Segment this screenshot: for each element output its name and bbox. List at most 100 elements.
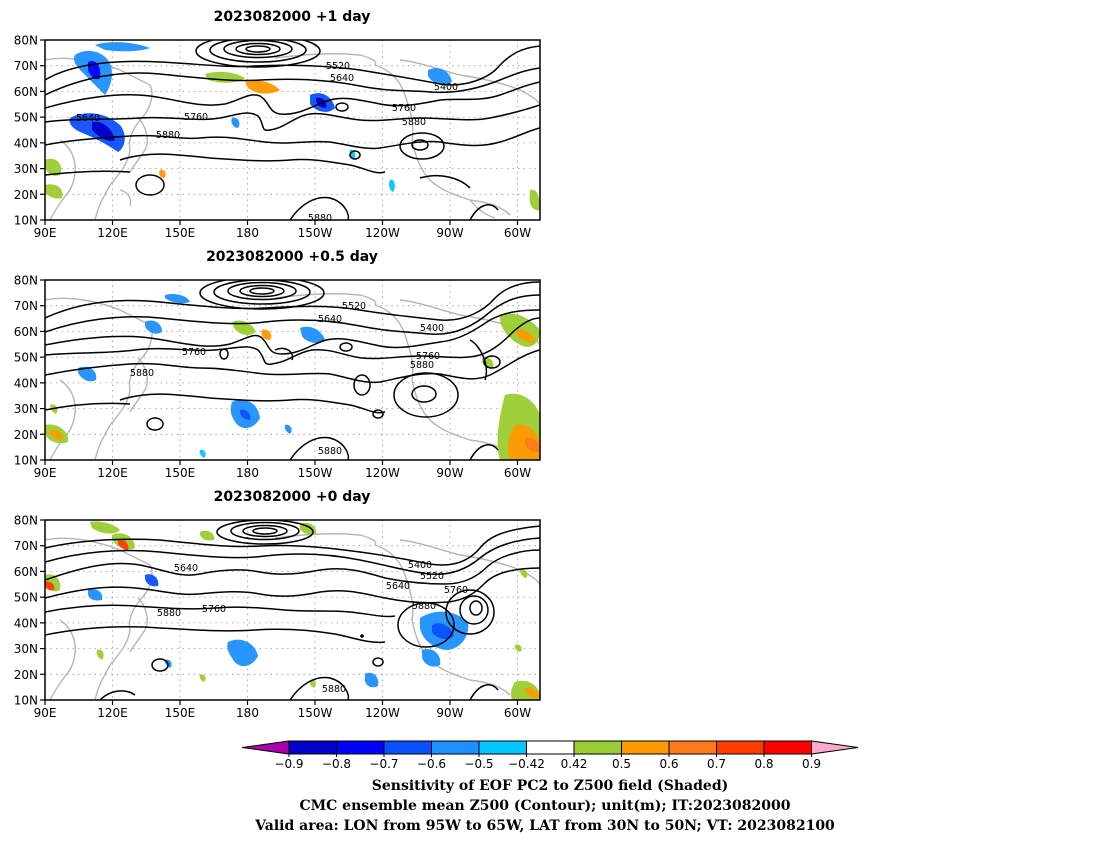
lon-tick-label: 90E [34, 226, 57, 240]
lat-tick-label: 80N [14, 274, 38, 288]
lat-tick-label: 10N [14, 214, 38, 228]
contour-labels: 5640 5400 5520 5640 5760 5880 5760 5880 … [157, 560, 468, 695]
colorbar-bin [336, 740, 385, 755]
contour-label: 5880 [130, 368, 154, 379]
contour-label: 5400 [420, 323, 444, 334]
lat-tick-label: 30N [14, 642, 38, 656]
contour-label: 5880 [412, 601, 436, 612]
contour-label: 5520 [342, 301, 366, 312]
lat-tick-label: 70N [14, 299, 38, 313]
caption-line-3: Valid area: LON from 95W to 65W, LAT fro… [254, 818, 835, 834]
lat-tick-label: 60N [14, 85, 38, 99]
lat-tick-label: 80N [14, 34, 38, 48]
lon-tick-label: 150W [298, 226, 333, 240]
contour-label: 5880 [318, 446, 342, 457]
lat-tick-label: 30N [14, 162, 38, 176]
map-frame [44, 39, 541, 221]
lon-tick-label: 150W [298, 706, 333, 720]
contour-label: 5760 [444, 585, 468, 596]
shading [45, 521, 540, 700]
lat-tick-label: 50N [14, 591, 38, 605]
caption-line-2: CMC ensemble mean Z500 (Contour); unit(m… [300, 798, 791, 814]
contour-label: 5400 [434, 82, 458, 93]
colorbar-label: −0.8 [322, 757, 351, 771]
contour-labels: 5520 5640 5400 5760 5880 5640 5760 5880 … [76, 61, 458, 224]
lon-tick-label: 150E [165, 466, 196, 480]
map-content [45, 280, 540, 460]
colorbar-bin [668, 740, 717, 755]
caption: Sensitivity of EOF PC2 to Z500 field (Sh… [254, 778, 835, 834]
graticule [45, 40, 540, 220]
map-content [45, 40, 540, 220]
lat-tick-label: 20N [14, 668, 38, 682]
contours [45, 40, 540, 220]
colorbar-label: −0.7 [369, 757, 398, 771]
longitude-axis: 90E 120E 150E 180 150W 120W 90W 60W [34, 220, 531, 240]
contour-label: 5640 [330, 73, 354, 84]
contour-label: 5520 [420, 571, 444, 582]
lon-tick-label: 120W [365, 706, 400, 720]
colorbar: −0.9 −0.8 −0.7 −0.6 −0.5 −0.42 0.42 0.5 0.6 0.7 0.… [241, 740, 859, 771]
lat-tick-label: 30N [14, 402, 38, 416]
panel-1: 2023082000 +1 day [14, 9, 541, 240]
latitude-axis: 80N 70N 60N 50N 40N 30N 20N 10N [14, 34, 45, 228]
contour-label: 5880 [308, 213, 332, 224]
colorbar-bin [716, 740, 765, 755]
contour-label: 5760 [202, 604, 226, 615]
colorbar-label: 0.7 [707, 757, 726, 771]
contour-label: 5760 [184, 112, 208, 123]
shading [45, 293, 540, 460]
lon-tick-label: 150W [298, 466, 333, 480]
contour-label: 5760 [182, 347, 206, 358]
shading [45, 42, 540, 211]
contour-label: 5640 [76, 113, 100, 124]
contour-label: 5520 [326, 61, 350, 72]
map-area [45, 40, 540, 220]
lon-tick-label: 120E [97, 226, 128, 240]
lat-tick-label: 50N [14, 351, 38, 365]
lat-tick-label: 70N [14, 539, 38, 553]
lat-tick-label: 20N [14, 428, 38, 442]
map-frame [44, 519, 541, 701]
contour-label: 5760 [416, 351, 440, 362]
colorbar-label: 0.42 [561, 757, 588, 771]
lon-tick-label: 90W [436, 466, 463, 480]
colorbar-bin [431, 740, 480, 755]
colorbar-label: 0.6 [659, 757, 678, 771]
lon-tick-label: 90W [436, 226, 463, 240]
colorbar-label: 0.9 [802, 757, 821, 771]
contour-label: 5640 [318, 314, 342, 325]
contour-label: 5880 [410, 360, 434, 371]
contours [45, 520, 540, 700]
latitude-axis: 80N 70N 60N 50N 40N 30N 20N 10N [14, 274, 45, 468]
longitude-axis: 90E 120E 150E 180 150W 120W 90W 60W [34, 700, 531, 720]
contour-label: 5880 [402, 117, 426, 128]
lat-tick-label: 20N [14, 188, 38, 202]
map-area [45, 280, 540, 460]
lat-tick-label: 80N [14, 514, 38, 528]
colorbar-lower-extension [241, 740, 290, 755]
colorbar-bin [763, 740, 812, 755]
panel-2: 2023082000 +0.5 day [14, 249, 541, 480]
lon-tick-label: 180 [236, 226, 259, 240]
colorbar-bin [573, 740, 622, 755]
colorbar-label: 0.8 [754, 757, 773, 771]
panel-title: 2023082000 +0.5 day [206, 249, 378, 265]
colorbar-bin [621, 740, 670, 755]
lat-tick-label: 70N [14, 59, 38, 73]
lat-tick-label: 60N [14, 565, 38, 579]
lat-tick-label: 40N [14, 616, 38, 630]
map-frame [44, 279, 541, 461]
map-content [45, 520, 540, 700]
panel-title: 2023082000 +1 day [214, 9, 371, 25]
contour-label: 5760 [392, 103, 416, 114]
colorbar-bin [526, 740, 575, 755]
latitude-axis: 80N 70N 60N 50N 40N 30N 20N 10N [14, 514, 45, 708]
lon-tick-label: 90E [34, 466, 57, 480]
colorbar-bin [288, 740, 337, 755]
lon-tick-label: 60W [504, 466, 531, 480]
lon-tick-label: 120W [365, 466, 400, 480]
panel-title: 2023082000 +0 day [214, 489, 371, 505]
colorbar-label: 0.5 [612, 757, 631, 771]
